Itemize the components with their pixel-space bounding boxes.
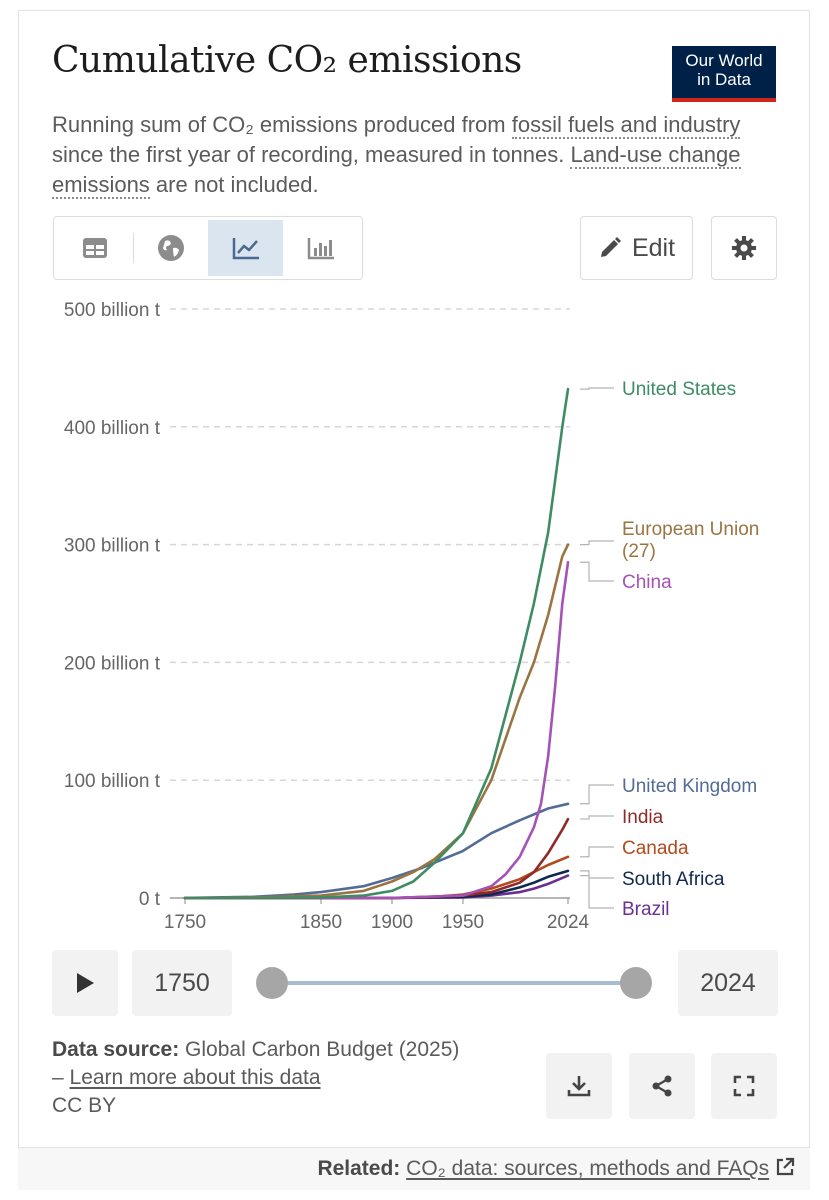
label-connector [580, 784, 614, 805]
fullscreen-icon [733, 1075, 755, 1097]
gear-icon [732, 236, 756, 260]
label-connector [580, 561, 614, 582]
series-label-south_africa: South Africa [622, 869, 725, 890]
series-line-uk [183, 802, 570, 900]
owid-logo[interactable]: Our World in Data [672, 46, 776, 102]
series-label-eu: (27) [622, 541, 656, 562]
label-connector [580, 815, 614, 820]
x-tick-label: 1850 [300, 912, 342, 933]
y-tick-label: 200 billion t [64, 653, 161, 674]
x-tick-label: 2024 [547, 912, 590, 933]
table-icon [83, 238, 108, 258]
share-icon [652, 1075, 672, 1097]
series-label-china: China [622, 572, 672, 593]
external-link-icon[interactable] [775, 1157, 795, 1177]
download-icon [567, 1076, 591, 1097]
series-line-canada [183, 855, 570, 900]
play-button[interactable] [52, 950, 118, 1016]
globe-icon [158, 235, 185, 261]
source-label: Data source: [52, 1038, 180, 1061]
y-tick-label: 400 billion t [64, 418, 161, 439]
x-tick-label: 1900 [371, 912, 413, 933]
fullscreen-button[interactable] [711, 1053, 777, 1119]
related-bar [18, 1147, 810, 1190]
fossil-fuels-link[interactable]: fossil fuels and industry [511, 112, 741, 139]
share-button[interactable] [629, 1053, 695, 1119]
y-tick-label: 500 billion t [64, 300, 161, 321]
tab-table[interactable] [58, 220, 133, 276]
series-line-china [183, 561, 570, 900]
view-tabs [53, 216, 363, 280]
learn-more-line: – Learn more about this data [52, 1064, 552, 1092]
related-label: Related: [317, 1157, 401, 1180]
related-link[interactable]: CO₂ data: sources, methods and FAQs [406, 1157, 770, 1180]
source-line: Data source: Global Carbon Budget (2025) [52, 1036, 552, 1064]
subtitle-part-3: are not included. [149, 172, 319, 197]
x-tick-label: 1750 [164, 912, 206, 933]
end-handle[interactable] [620, 967, 652, 999]
series-label-eu: European Union [622, 519, 759, 540]
bar-chart-icon [307, 238, 334, 260]
logo-line-1: Our World [685, 51, 763, 70]
tab-separator [132, 233, 134, 263]
dash: – [52, 1066, 70, 1089]
subtitle-part-2: since the first year of recording, measu… [52, 142, 571, 167]
series-label-canada: Canada [622, 838, 689, 859]
series-label-brazil: Brazil [622, 899, 670, 920]
chart-subtitle: Running sum of CO₂ emissions produced fr… [52, 110, 752, 200]
end-year-box[interactable]: 2024 [678, 950, 778, 1016]
land-use-link[interactable]: Land-use change emissions [52, 142, 741, 199]
tab-bar-chart[interactable] [283, 220, 358, 276]
tab-line-chart[interactable] [208, 220, 284, 276]
x-tick-label: 1950 [442, 912, 484, 933]
series-line-us [183, 387, 570, 900]
pencil-icon [600, 237, 621, 257]
y-tick-label: 0 t [139, 889, 161, 910]
license: CC BY [52, 1094, 117, 1117]
timeline-track[interactable] [272, 981, 637, 985]
edit-button[interactable]: Edit [580, 216, 693, 280]
timeline-controls: 1750 2024 [52, 950, 778, 1016]
source-text: Global Carbon Budget (2025) [179, 1038, 460, 1061]
line-chart: 0 t 100 billion t 200 billion t 300 billion… [64, 300, 759, 933]
logo-line-2: in Data [697, 70, 751, 89]
related-section: Related: CO₂ data: sources, methods and … [317, 1157, 795, 1181]
tab-map[interactable] [134, 220, 209, 276]
line-chart-icon [232, 238, 259, 260]
label-connector [580, 387, 614, 390]
series-line-eu [183, 543, 570, 900]
download-button[interactable] [546, 1053, 612, 1119]
learn-more-link[interactable]: Learn more about this data [69, 1066, 321, 1089]
series-label-us: United States [622, 379, 736, 400]
series-label-uk: United Kingdom [622, 776, 757, 797]
play-icon [77, 973, 94, 993]
y-tick-label: 100 billion t [64, 771, 161, 792]
data-source: Data source: Global Carbon Budget (2025)… [52, 1036, 552, 1120]
start-year-box[interactable]: 1750 [132, 950, 232, 1016]
label-connector [580, 875, 614, 909]
series-label-india: India [622, 807, 664, 828]
page-title: Cumulative CO₂ emissions [52, 40, 522, 81]
edit-label: Edit [631, 233, 676, 262]
label-connector [580, 846, 614, 858]
subtitle-part-1: Running sum of CO₂ emissions produced fr… [52, 112, 512, 137]
y-tick-label: 300 billion t [64, 536, 161, 557]
label-connector [580, 870, 614, 879]
start-handle[interactable] [256, 967, 288, 999]
settings-button[interactable] [711, 216, 777, 280]
label-connector [580, 540, 614, 546]
